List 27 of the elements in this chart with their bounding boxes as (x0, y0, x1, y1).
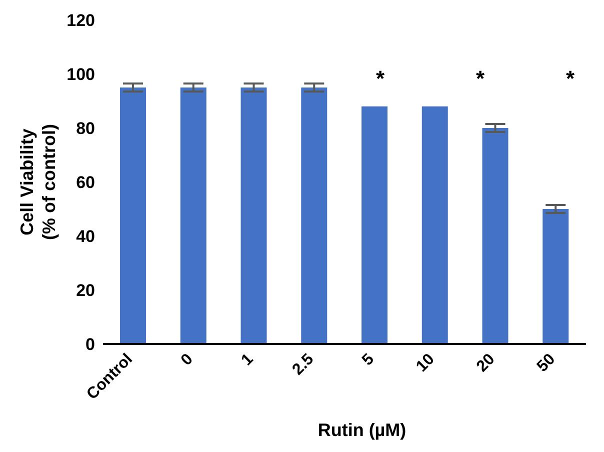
bar (362, 106, 388, 344)
x-tick-label: 0 (178, 350, 196, 370)
y-axis-title: Cell Viability (% of control) (17, 124, 59, 240)
y-tick-label: 80 (76, 119, 95, 138)
annotation: * (376, 66, 385, 91)
x-tick-label: 10 (413, 350, 438, 376)
bar (240, 88, 267, 344)
x-tick-label: 2.5 (289, 350, 318, 379)
bar (422, 106, 448, 344)
y-tick-label: 40 (76, 227, 95, 246)
bar (542, 209, 569, 344)
x-axis-title: Rutin (µM) (318, 420, 406, 440)
bar (120, 88, 146, 344)
bar (482, 128, 508, 344)
x-tick-label: 50 (534, 350, 559, 376)
y-tick-label: 100 (66, 65, 95, 84)
bar (301, 88, 328, 344)
annotation: * (476, 66, 485, 91)
annotation: * (566, 66, 575, 91)
y-tick-label: 20 (76, 281, 95, 300)
y-tick-label: 0 (86, 335, 95, 354)
x-tick-label: 20 (474, 350, 498, 376)
y-tick-label: 120 (66, 11, 95, 30)
y-tick-label: 60 (76, 173, 95, 192)
x-tick-label: 1 (238, 350, 257, 370)
bar (180, 88, 206, 344)
x-tick-label: 5 (359, 350, 378, 370)
